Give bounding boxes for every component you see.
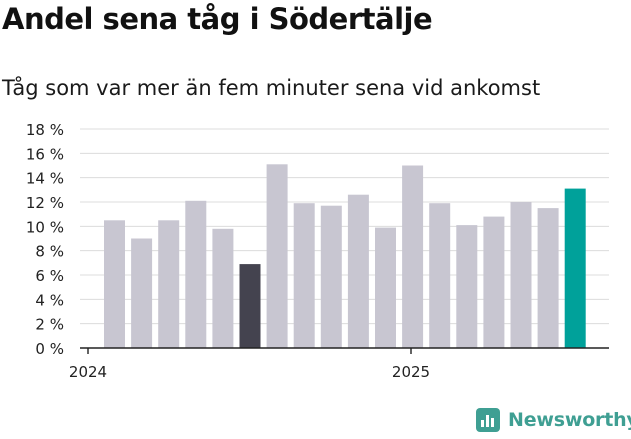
- bar: [239, 264, 261, 348]
- x-axis-ticks: 2024 2025: [69, 348, 430, 381]
- bar-chart-logo-icon: [476, 408, 500, 432]
- bar: [456, 225, 478, 348]
- y-tick-label: 10 %: [26, 218, 64, 236]
- x-tick-label: 2025: [392, 363, 430, 381]
- bar: [564, 188, 586, 348]
- bar: [293, 203, 315, 348]
- bar: [131, 238, 153, 348]
- x-tick-label: 2024: [69, 363, 107, 381]
- bar: [375, 227, 396, 348]
- y-tick-label: 12 %: [26, 194, 64, 212]
- y-tick-label: 2 %: [35, 316, 64, 334]
- bar: [158, 220, 180, 349]
- bar: [510, 202, 532, 348]
- y-tick-label: 6 %: [35, 267, 64, 285]
- bar-chart: 0 % 2 % 4 % 6 % 8 % 10 % 12 % 14 % 16 % 18 % 2024…: [26, 121, 609, 381]
- chart-title: Andel sena tåg i Södertälje: [2, 2, 433, 36]
- chart-subtitle: Tåg som var mer än fem minuter sena vid …: [2, 76, 541, 100]
- y-axis-ticks: 0 % 2 % 4 % 6 % 8 % 10 % 12 % 14 % 16 % 18 %: [26, 121, 64, 358]
- bar: [429, 203, 451, 348]
- y-tick-label: 16 %: [26, 145, 64, 163]
- bars: [104, 164, 586, 349]
- bar: [537, 208, 559, 348]
- bar: [212, 228, 234, 348]
- bar: [402, 165, 424, 348]
- y-tick-label: 8 %: [35, 243, 64, 261]
- y-tick-label: 14 %: [26, 170, 64, 188]
- bar: [266, 164, 288, 348]
- brand-name: Newsworthy: [508, 409, 631, 431]
- y-tick-label: 0 %: [35, 340, 64, 358]
- bar: [347, 194, 369, 348]
- bar: [483, 216, 505, 348]
- bar: [185, 200, 207, 348]
- y-tick-label: 18 %: [26, 121, 64, 139]
- y-tick-label: 4 %: [35, 291, 64, 309]
- bar: [320, 205, 342, 348]
- bar: [104, 220, 125, 349]
- brand-logo: Newsworthy: [476, 408, 631, 432]
